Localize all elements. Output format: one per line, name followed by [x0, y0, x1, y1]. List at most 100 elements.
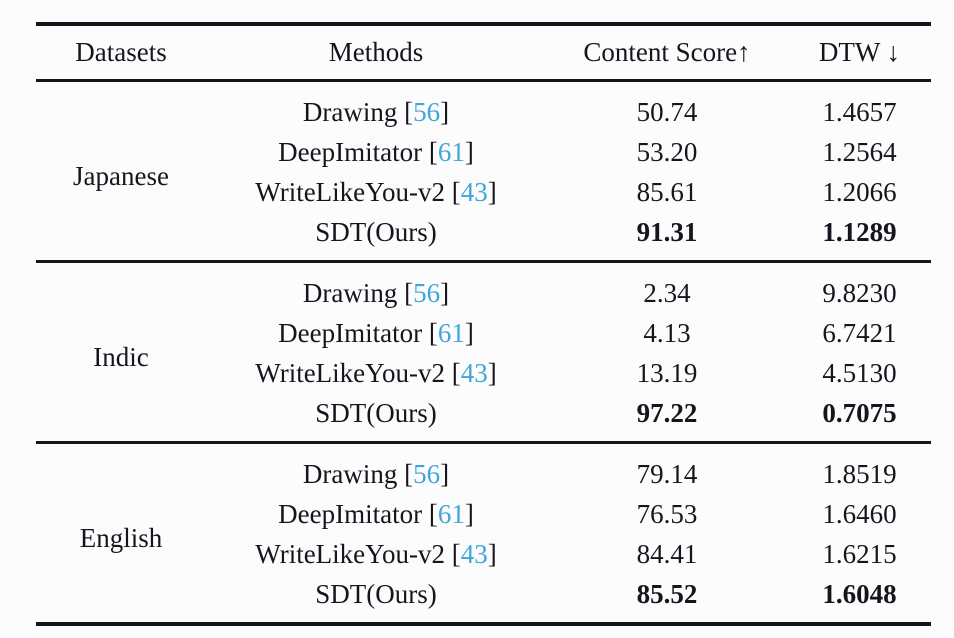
- citation-bracket-open: [: [444, 539, 461, 569]
- dtw-value: 1.6215: [822, 539, 897, 569]
- table-row: DeepImitator [61] 76.53 1.6460: [36, 494, 931, 534]
- citation-bracket-close: ]: [464, 137, 474, 167]
- content-score-value: 50.74: [636, 97, 698, 127]
- dtw-value: 9.8230: [822, 278, 897, 308]
- content-score-value: 53.20: [636, 137, 698, 167]
- header-row: Datasets Methods Content Score↑ DTW ↓: [36, 24, 931, 81]
- results-table: Datasets Methods Content Score↑ DTW ↓ Ja…: [36, 22, 931, 626]
- content-score-value: 97.22: [636, 398, 698, 428]
- dataset-label: English: [79, 523, 163, 553]
- content-score-value: 79.14: [636, 459, 698, 489]
- citation-bracket-open: [: [444, 177, 461, 207]
- method-label: Drawing: [302, 97, 398, 127]
- citation-bracket-open: [: [422, 499, 438, 529]
- results-table-container: Datasets Methods Content Score↑ DTW ↓ Ja…: [36, 22, 931, 626]
- content-score-value: 4.13: [643, 318, 691, 348]
- citation-bracket-close: ]: [464, 499, 474, 529]
- content-score-value: 2.34: [643, 278, 691, 308]
- dtw-value: 1.2564: [822, 137, 897, 167]
- table-row-ours: SDT(Ours) 91.31 1.1289: [36, 212, 931, 262]
- header-content-score: Content Score↑: [583, 37, 751, 67]
- citation-link[interactable]: 56: [413, 459, 441, 489]
- method-label: SDT(Ours): [315, 217, 437, 247]
- table-row: DeepImitator [61] 4.13 6.7421: [36, 313, 931, 353]
- citation-bracket-close: ]: [440, 278, 450, 308]
- citation-link[interactable]: 56: [413, 97, 441, 127]
- method-label: DeepImitator: [278, 499, 423, 529]
- citation-link[interactable]: 56: [413, 278, 441, 308]
- citation-bracket-close: ]: [487, 358, 497, 388]
- table-row: WriteLikeYou-v2 [43] 13.19 4.5130: [36, 353, 931, 393]
- content-score-value: 85.52: [636, 579, 698, 609]
- dataset-label: Indic: [93, 342, 149, 372]
- table-row-ours: SDT(Ours) 85.52 1.6048: [36, 574, 931, 624]
- dtw-value: 1.6460: [822, 499, 897, 529]
- method-cell: SDT(Ours): [206, 393, 546, 443]
- citation-bracket-open: [: [397, 459, 414, 489]
- method-cell: DeepImitator [61]: [206, 132, 546, 172]
- citation-link[interactable]: 61: [437, 318, 465, 348]
- method-cell: DeepImitator [61]: [206, 494, 546, 534]
- dtw-value: 1.1289: [822, 217, 897, 247]
- dtw-value: 0.7075: [822, 398, 897, 428]
- method-cell: Drawing [56]: [206, 443, 546, 495]
- citation-bracket-open: [: [397, 278, 414, 308]
- table-row-ours: SDT(Ours) 97.22 0.7075: [36, 393, 931, 443]
- citation-link[interactable]: 43: [460, 539, 488, 569]
- header-datasets: Datasets: [75, 37, 167, 67]
- dataset-block-indic: Indic Drawing [56] 2.34 9.8230 DeepImita…: [36, 262, 931, 443]
- dtw-value: 4.5130: [822, 358, 897, 388]
- dtw-value: 6.7421: [822, 318, 897, 348]
- table-row: English Drawing [56] 79.14 1.8519: [36, 443, 931, 553]
- citation-bracket-close: ]: [440, 459, 450, 489]
- dtw-value: 1.2066: [822, 177, 897, 207]
- citation-bracket-close: ]: [487, 539, 497, 569]
- citation-bracket-close: ]: [440, 97, 450, 127]
- method-label: Drawing: [302, 278, 398, 308]
- dtw-value: 1.6048: [822, 579, 897, 609]
- dataset-block-english: English Drawing [56] 79.14 1.8519 DeepIm…: [36, 443, 931, 625]
- dtw-value: 1.4657: [822, 97, 897, 127]
- method-cell: Drawing [56]: [206, 262, 546, 314]
- content-score-value: 91.31: [636, 217, 698, 247]
- method-label: Drawing: [302, 459, 398, 489]
- content-score-value: 85.61: [636, 177, 698, 207]
- citation-bracket-close: ]: [487, 177, 497, 207]
- header-dtw: DTW ↓: [818, 37, 901, 67]
- dataset-label: Japanese: [73, 161, 169, 191]
- method-label: WriteLikeYou-v2: [255, 539, 445, 569]
- table-row: DeepImitator [61] 53.20 1.2564: [36, 132, 931, 172]
- content-score-value: 13.19: [636, 358, 698, 388]
- method-cell: Drawing [56]: [206, 81, 546, 133]
- table-header: Datasets Methods Content Score↑ DTW ↓: [36, 24, 931, 81]
- content-score-value: 76.53: [636, 499, 698, 529]
- method-cell: WriteLikeYou-v2 [43]: [206, 172, 546, 212]
- method-cell: WriteLikeYou-v2 [43]: [206, 534, 546, 574]
- method-cell: WriteLikeYou-v2 [43]: [206, 353, 546, 393]
- citation-bracket-close: ]: [464, 318, 474, 348]
- header-methods: Methods: [328, 37, 424, 67]
- method-label: WriteLikeYou-v2: [255, 358, 445, 388]
- table-row: Japanese Drawing [56] 50.74 1.4657: [36, 81, 931, 191]
- citation-link[interactable]: 61: [437, 499, 465, 529]
- citation-bracket-open: [: [422, 318, 438, 348]
- citation-bracket-open: [: [444, 358, 461, 388]
- method-cell: SDT(Ours): [206, 212, 546, 262]
- citation-link[interactable]: 43: [460, 358, 488, 388]
- dataset-block-japanese: Japanese Drawing [56] 50.74 1.4657 DeepI…: [36, 81, 931, 262]
- method-cell: DeepImitator [61]: [206, 313, 546, 353]
- citation-bracket-open: [: [422, 137, 438, 167]
- method-label: SDT(Ours): [315, 398, 437, 428]
- method-label: WriteLikeYou-v2: [255, 177, 445, 207]
- method-label: SDT(Ours): [315, 579, 437, 609]
- citation-link[interactable]: 43: [460, 177, 488, 207]
- method-label: DeepImitator: [278, 137, 423, 167]
- table-row: Indic Drawing [56] 2.34 9.8230: [36, 262, 931, 372]
- dtw-value: 1.8519: [822, 459, 897, 489]
- content-score-value: 84.41: [636, 539, 698, 569]
- method-cell: SDT(Ours): [206, 574, 546, 624]
- table-row: WriteLikeYou-v2 [43] 84.41 1.6215: [36, 534, 931, 574]
- table-row: WriteLikeYou-v2 [43] 85.61 1.2066: [36, 172, 931, 212]
- citation-link[interactable]: 61: [437, 137, 465, 167]
- citation-bracket-open: [: [397, 97, 414, 127]
